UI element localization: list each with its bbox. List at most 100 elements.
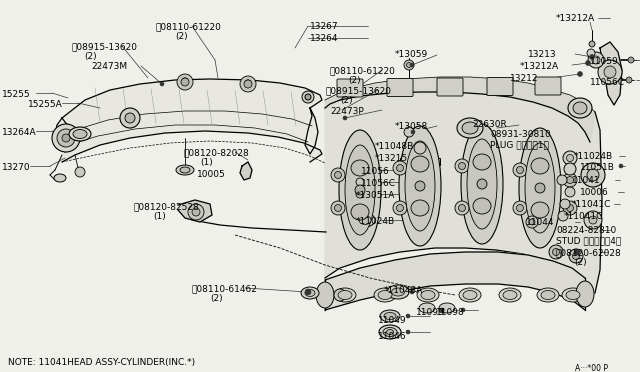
- Text: 10006: 10006: [580, 188, 609, 197]
- Ellipse shape: [439, 303, 455, 313]
- Ellipse shape: [405, 141, 435, 231]
- Text: *11048B: *11048B: [375, 142, 414, 151]
- FancyBboxPatch shape: [535, 77, 561, 95]
- Text: 13270: 13270: [2, 163, 31, 172]
- Circle shape: [406, 314, 410, 318]
- Text: PLUG プラグ（1）: PLUG プラグ（1）: [490, 140, 549, 149]
- Circle shape: [160, 82, 164, 86]
- Text: Ⓜ08915-13620: Ⓜ08915-13620: [72, 42, 138, 51]
- Circle shape: [577, 71, 582, 77]
- Text: *11041C: *11041C: [572, 200, 611, 209]
- Ellipse shape: [473, 198, 491, 214]
- Ellipse shape: [338, 291, 352, 299]
- Text: NOTE: 11041HEAD ASSY-CYLINDER(INC.*): NOTE: 11041HEAD ASSY-CYLINDER(INC.*): [8, 358, 195, 367]
- Ellipse shape: [180, 167, 190, 173]
- Text: 13267: 13267: [310, 22, 339, 31]
- Circle shape: [565, 187, 575, 197]
- Circle shape: [397, 205, 403, 212]
- Circle shape: [406, 330, 410, 334]
- Circle shape: [305, 94, 311, 100]
- Ellipse shape: [69, 127, 91, 141]
- Text: (2): (2): [348, 76, 360, 85]
- Circle shape: [355, 185, 365, 195]
- Ellipse shape: [339, 130, 381, 250]
- Text: Ⓑ08110-61462: Ⓑ08110-61462: [192, 284, 258, 293]
- Text: *13212A: *13212A: [520, 62, 559, 71]
- Circle shape: [242, 77, 254, 89]
- Text: *13215: *13215: [375, 154, 408, 163]
- Text: *13059: *13059: [395, 50, 428, 59]
- Circle shape: [566, 176, 573, 183]
- Circle shape: [393, 201, 407, 215]
- Circle shape: [589, 216, 597, 224]
- Polygon shape: [325, 92, 602, 293]
- Circle shape: [589, 41, 595, 47]
- Circle shape: [455, 201, 469, 215]
- Circle shape: [75, 167, 85, 177]
- Text: 11056: 11056: [361, 167, 390, 176]
- Circle shape: [331, 168, 345, 182]
- Circle shape: [516, 205, 524, 212]
- Circle shape: [477, 179, 487, 189]
- Polygon shape: [325, 77, 595, 142]
- Text: 11044: 11044: [526, 218, 554, 227]
- Text: 11046: 11046: [378, 332, 406, 341]
- Text: 22473M: 22473M: [91, 62, 127, 71]
- Circle shape: [343, 116, 347, 120]
- Text: *11024B: *11024B: [356, 217, 395, 226]
- Circle shape: [549, 245, 563, 259]
- Circle shape: [414, 142, 426, 154]
- Circle shape: [244, 80, 252, 88]
- Text: *11041C: *11041C: [564, 212, 604, 221]
- Ellipse shape: [301, 287, 319, 299]
- Circle shape: [569, 249, 583, 263]
- Ellipse shape: [459, 288, 481, 302]
- Ellipse shape: [537, 288, 559, 302]
- Text: Ⓑ08110-61220: Ⓑ08110-61220: [330, 66, 396, 75]
- Text: *11024B: *11024B: [574, 152, 613, 161]
- Circle shape: [120, 108, 140, 128]
- Circle shape: [586, 61, 591, 65]
- Ellipse shape: [305, 289, 315, 296]
- Circle shape: [592, 56, 600, 64]
- Polygon shape: [325, 252, 585, 310]
- Circle shape: [598, 60, 622, 84]
- Circle shape: [125, 113, 135, 123]
- Text: Ⓜ08915-13620: Ⓜ08915-13620: [326, 86, 392, 95]
- Ellipse shape: [345, 145, 375, 235]
- Circle shape: [588, 52, 604, 68]
- FancyBboxPatch shape: [487, 77, 513, 96]
- Ellipse shape: [473, 154, 491, 170]
- Circle shape: [458, 205, 465, 212]
- Ellipse shape: [503, 291, 517, 299]
- Circle shape: [335, 205, 342, 212]
- Text: Ⓑ08120-62028: Ⓑ08120-62028: [556, 248, 621, 257]
- Circle shape: [188, 204, 204, 220]
- Ellipse shape: [562, 288, 584, 302]
- Text: 11098: 11098: [436, 308, 465, 317]
- Text: *13212A: *13212A: [556, 14, 595, 23]
- Ellipse shape: [461, 124, 503, 244]
- Ellipse shape: [531, 158, 549, 174]
- Circle shape: [513, 201, 527, 215]
- Text: 08931-30810: 08931-30810: [490, 130, 551, 139]
- Ellipse shape: [411, 156, 429, 172]
- Circle shape: [355, 165, 365, 175]
- Circle shape: [393, 161, 407, 175]
- Circle shape: [587, 169, 599, 181]
- Circle shape: [516, 167, 524, 173]
- Text: 08224-82810: 08224-82810: [556, 226, 616, 235]
- Ellipse shape: [392, 288, 404, 296]
- Ellipse shape: [380, 310, 400, 322]
- Circle shape: [589, 55, 595, 60]
- Text: *11048A: *11048A: [384, 286, 423, 295]
- FancyBboxPatch shape: [387, 78, 413, 96]
- Circle shape: [587, 49, 595, 57]
- Text: (1): (1): [200, 158, 212, 167]
- Ellipse shape: [462, 122, 478, 134]
- Text: (1): (1): [153, 212, 166, 221]
- Circle shape: [626, 77, 632, 83]
- Circle shape: [558, 211, 568, 221]
- FancyBboxPatch shape: [337, 79, 363, 97]
- Ellipse shape: [568, 98, 592, 118]
